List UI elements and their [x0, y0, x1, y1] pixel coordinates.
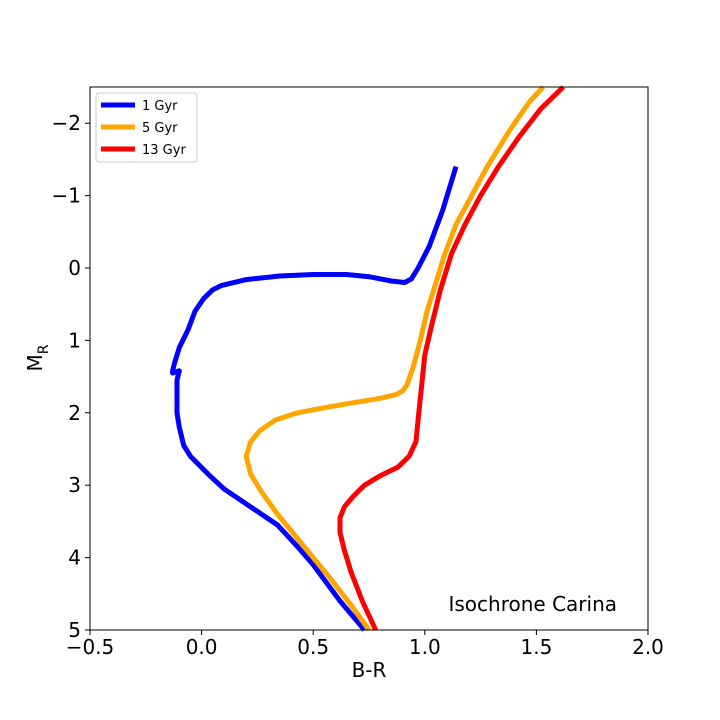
y-tick-label: −2	[52, 111, 81, 135]
series-line-1-gyr	[170, 165, 459, 632]
y-axis-label-main: M	[23, 354, 47, 371]
y-tick-label: 5	[68, 618, 81, 642]
x-tick-label: 1.5	[520, 635, 552, 659]
plot-frame	[89, 86, 649, 631]
x-tick-label: 2.0	[632, 635, 664, 659]
y-tick-label: 2	[68, 401, 81, 425]
x-tick-label: 0.0	[186, 635, 218, 659]
y-ticks: −2 −1 0 1 2 3 4 5	[52, 111, 90, 642]
plot-area	[90, 87, 648, 630]
x-axis-label: B-R	[352, 658, 387, 682]
y-tick-label: 1	[68, 328, 81, 352]
y-tick-label: 0	[68, 256, 81, 280]
y-tick-label: −1	[52, 184, 81, 208]
y-tick-label: 3	[68, 473, 81, 497]
annotation-label: Isochrone Carina	[448, 592, 617, 616]
series-line-13-gyr	[337, 85, 565, 632]
y-axis-label: MR	[23, 344, 52, 371]
x-tick-label: −0.5	[66, 635, 115, 659]
legend: 1 Gyr 5 Gyr 13 Gyr	[95, 92, 198, 163]
legend-label-13gyr: 13 Gyr	[142, 143, 186, 158]
y-axis-label-sub: R	[36, 344, 52, 354]
legend-box	[95, 92, 198, 163]
y-tick-label: 4	[68, 546, 81, 570]
legend-label-5gyr: 5 Gyr	[142, 121, 178, 136]
legend-label-1gyr: 1 Gyr	[142, 99, 178, 114]
x-tick-label: 0.5	[297, 635, 329, 659]
x-tick-label: 1.0	[409, 635, 441, 659]
series-line-5-gyr	[243, 85, 545, 632]
x-ticks: −0.5 0.0 0.5 1.0 1.5 2.0	[66, 630, 664, 659]
series-lines	[170, 85, 565, 632]
